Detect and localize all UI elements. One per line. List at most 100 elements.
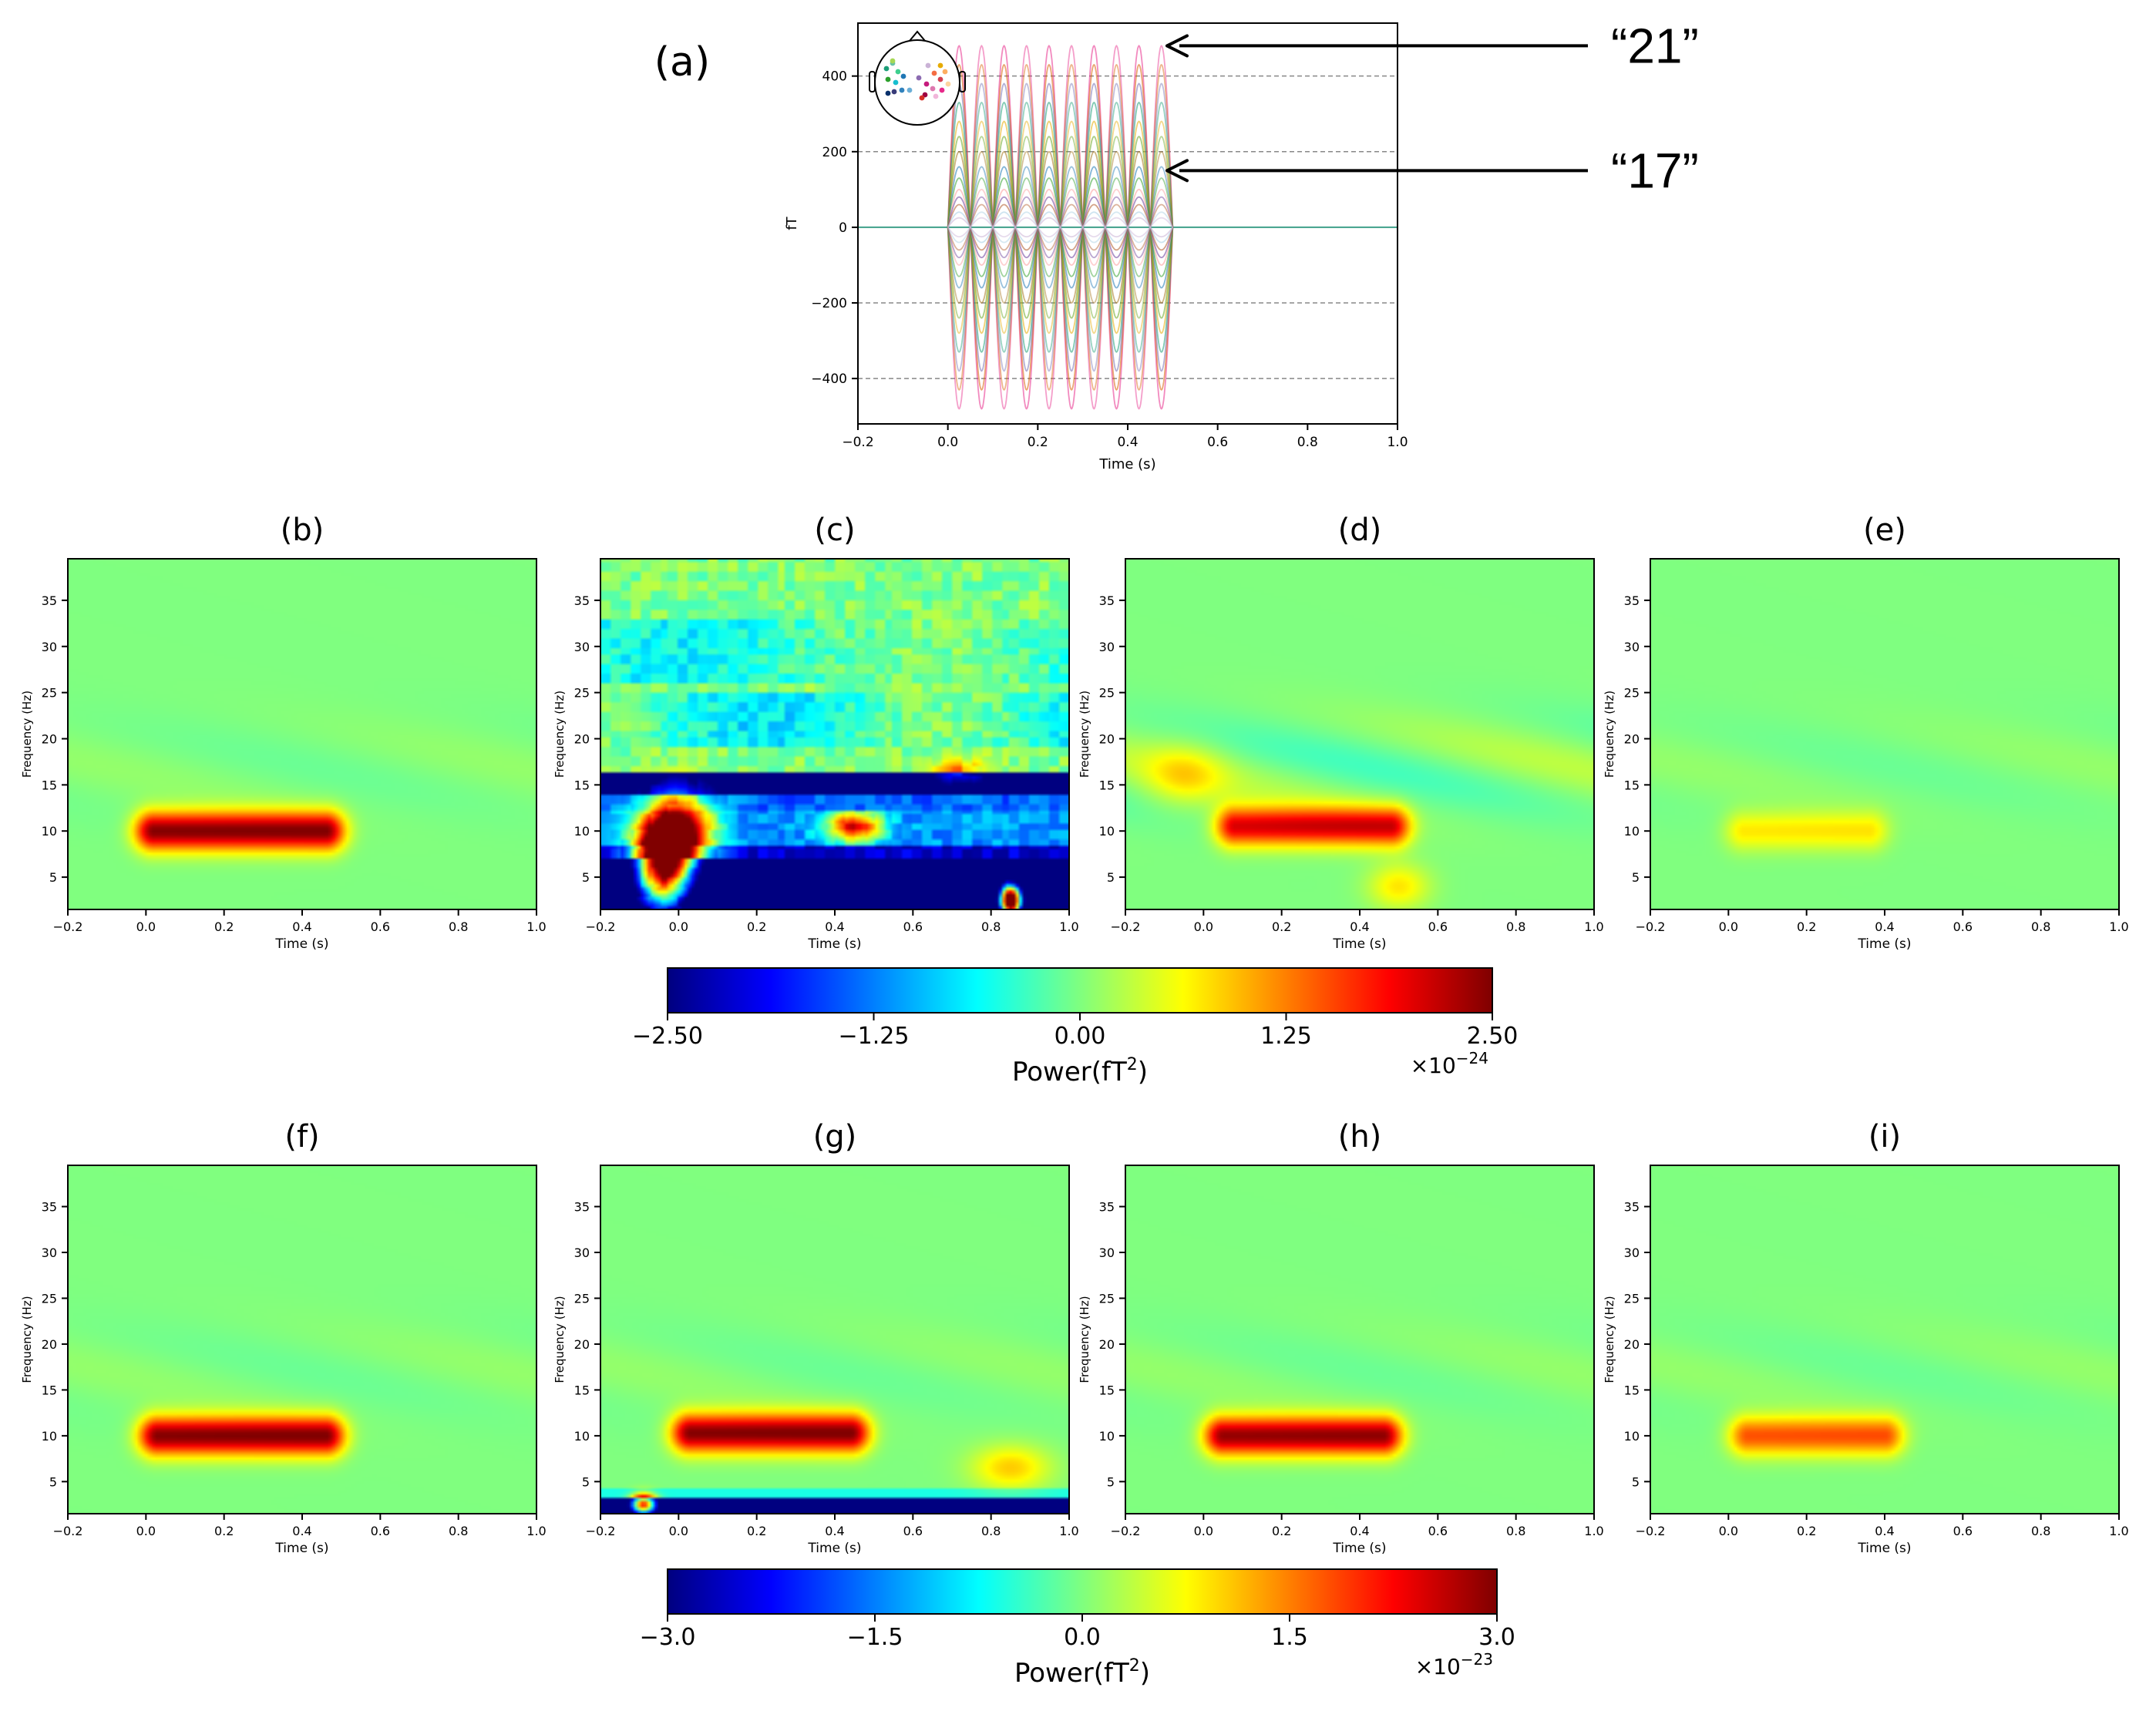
ytick-label-d: 5	[1107, 870, 1115, 885]
sensor-dot-10	[937, 62, 943, 69]
xtick-label-a: −0.2	[842, 435, 873, 450]
ytick-label-c: 30	[574, 640, 590, 654]
ytick-label-b: 25	[42, 686, 57, 701]
xtick-label-g: 0.0	[669, 1524, 688, 1538]
xtick-label-g: 1.0	[1059, 1524, 1078, 1538]
ytick-label-b: 15	[42, 778, 57, 792]
ytick-label-c: 10	[574, 824, 590, 839]
xtick-label-b: 0.0	[136, 919, 156, 934]
xlabel-b: Time (s)	[274, 936, 328, 952]
ytick-label-i: 5	[1632, 1474, 1640, 1489]
xtick-label-f: 0.4	[292, 1524, 311, 1538]
panel-g: (g) −0.2 0.0 0.2 0.4 0.6 0.8 1.0 5 10 15 20 25 30 35 Ti…	[553, 1119, 1079, 1556]
ylabel-d: Frequency (Hz)	[1078, 691, 1091, 778]
xtick-label-c: 1.0	[1059, 919, 1078, 934]
ylabel-g: Frequency (Hz)	[553, 1296, 567, 1383]
ytick-label-i: 20	[1624, 1337, 1640, 1352]
xtick-label-c: 0.2	[747, 919, 766, 934]
sensor-dot-20	[890, 58, 896, 64]
panel-label-b: (b)	[281, 513, 325, 548]
xlabel-a: Time (s)	[1098, 456, 1155, 472]
colorbar-label-cb1: Power(fT2)	[1012, 1055, 1148, 1087]
panel-label-f: (f)	[284, 1119, 319, 1155]
sensor-dot-5	[900, 73, 906, 79]
sensor-dot-2	[895, 69, 901, 75]
xtick-label-a: 1.0	[1387, 435, 1408, 450]
sensor-dot-13	[937, 76, 943, 82]
annotation-arrowhead-1	[1165, 159, 1189, 183]
panel-label-g: (g)	[813, 1119, 857, 1155]
annotation-label-1: “17”	[1611, 143, 1699, 198]
colorbar-tick-label-cb2: 1.5	[1271, 1624, 1308, 1651]
annotation-0: “21”	[1165, 18, 1699, 73]
xlabel-h: Time (s)	[1332, 1541, 1386, 1556]
panel-d: (d) −0.2 0.0 0.2 0.4 0.6 0.8 1.0 5 10 15 20 25 30 35 Ti…	[1078, 513, 1604, 952]
ytick-label-e: 30	[1624, 640, 1640, 654]
xtick-label-h: −0.2	[1111, 1524, 1141, 1538]
sensor-dot-22	[916, 75, 922, 81]
sensor-dot-14	[945, 81, 951, 87]
sensor-dot-15	[923, 81, 930, 87]
xlabel-d: Time (s)	[1332, 936, 1386, 952]
xtick-label-b: 0.8	[449, 919, 468, 934]
xtick-label-b: −0.2	[53, 919, 83, 934]
ylabel-b: Frequency (Hz)	[20, 691, 34, 778]
ytick-label-d: 15	[1099, 778, 1115, 792]
head-ear-right-icon	[959, 71, 966, 92]
xtick-label-e: 1.0	[2109, 919, 2128, 934]
ytick-label-h: 15	[1099, 1383, 1115, 1397]
panel-label-d: (d)	[1338, 513, 1382, 548]
ytick-label-g: 20	[574, 1337, 590, 1352]
ytick-label-c: 15	[574, 778, 590, 792]
ytick-label-b: 5	[49, 870, 57, 885]
panel-a: −0.2 0.0 0.2 0.4 0.6 0.8 1.0 −400 −200 0 200 400 Tim…	[654, 18, 1699, 472]
ytick-label-d: 35	[1099, 593, 1115, 608]
colorbar-cb2: −3.0 −1.5 0.0 1.5 3.0 Power(fT2) ×10−23	[640, 1568, 1515, 1689]
sensor-dot-0	[883, 66, 890, 72]
ytick-label-g: 5	[582, 1474, 590, 1489]
sensor-dot-12	[931, 70, 937, 76]
ytick-label-h: 35	[1099, 1200, 1115, 1215]
ytick-label-g: 10	[574, 1429, 590, 1444]
panel-b: (b) −0.2 0.0 0.2 0.4 0.6 0.8 1.0 5 10 15 20 25 30 35 Ti…	[20, 513, 547, 952]
xtick-label-g: 0.6	[903, 1524, 923, 1538]
panel-c: (c) −0.2 0.0 0.2 0.4 0.6 0.8 1.0 5 10 15 20 25 30 35 Ti…	[553, 513, 1079, 952]
colorbar-tick-label-cb2: −1.5	[847, 1624, 903, 1651]
ytick-label-b: 30	[42, 640, 57, 654]
ytick-label-a: 200	[822, 145, 847, 160]
ytick-label-c: 5	[582, 870, 590, 885]
colorbar-offset-base: ×10	[1415, 1654, 1461, 1679]
ylabel-f: Frequency (Hz)	[20, 1296, 34, 1383]
xtick-label-b: 0.6	[371, 919, 390, 934]
annotation-1: “17”	[1165, 143, 1699, 198]
ytick-label-b: 35	[42, 593, 57, 608]
ytick-label-b: 20	[42, 731, 57, 746]
ylabel-c: Frequency (Hz)	[553, 691, 567, 778]
heatmap-h	[1125, 1165, 1594, 1514]
panel-f: (f) −0.2 0.0 0.2 0.4 0.6 0.8 1.0 5 10 15 20 25 30 35 Ti…	[20, 1119, 547, 1556]
sensor-dot-7	[899, 87, 905, 93]
heatmap-b	[68, 559, 536, 909]
ytick-label-h: 30	[1099, 1245, 1115, 1260]
xtick-label-g: 0.8	[981, 1524, 1001, 1538]
colorbar-label-sup: 2	[1127, 1055, 1138, 1074]
ytick-label-h: 25	[1099, 1291, 1115, 1306]
xtick-label-e: 0.2	[1797, 919, 1816, 934]
panel-i: (i) −0.2 0.0 0.2 0.4 0.6 0.8 1.0 5 10 15 20 25 30 35 Ti…	[1603, 1119, 2129, 1556]
xtick-label-a: 0.2	[1028, 435, 1048, 450]
sensor-dot-8	[885, 90, 891, 96]
xtick-label-d: 0.4	[1350, 919, 1369, 934]
heatmap-c	[600, 559, 1069, 909]
heatmap-d	[1125, 559, 1594, 909]
ytick-label-d: 10	[1099, 824, 1115, 839]
head-ear-left-icon	[869, 71, 876, 92]
ytick-label-c: 25	[574, 686, 590, 701]
xtick-label-f: 1.0	[526, 1524, 546, 1538]
ytick-label-i: 35	[1624, 1200, 1640, 1215]
xtick-label-f: 0.2	[214, 1524, 234, 1538]
ytick-label-f: 25	[42, 1291, 57, 1306]
xtick-label-h: 0.8	[1506, 1524, 1525, 1538]
panel-label-h: (h)	[1338, 1119, 1382, 1155]
xtick-label-d: −0.2	[1111, 919, 1141, 934]
panel-label-e: (e)	[1863, 513, 1906, 548]
